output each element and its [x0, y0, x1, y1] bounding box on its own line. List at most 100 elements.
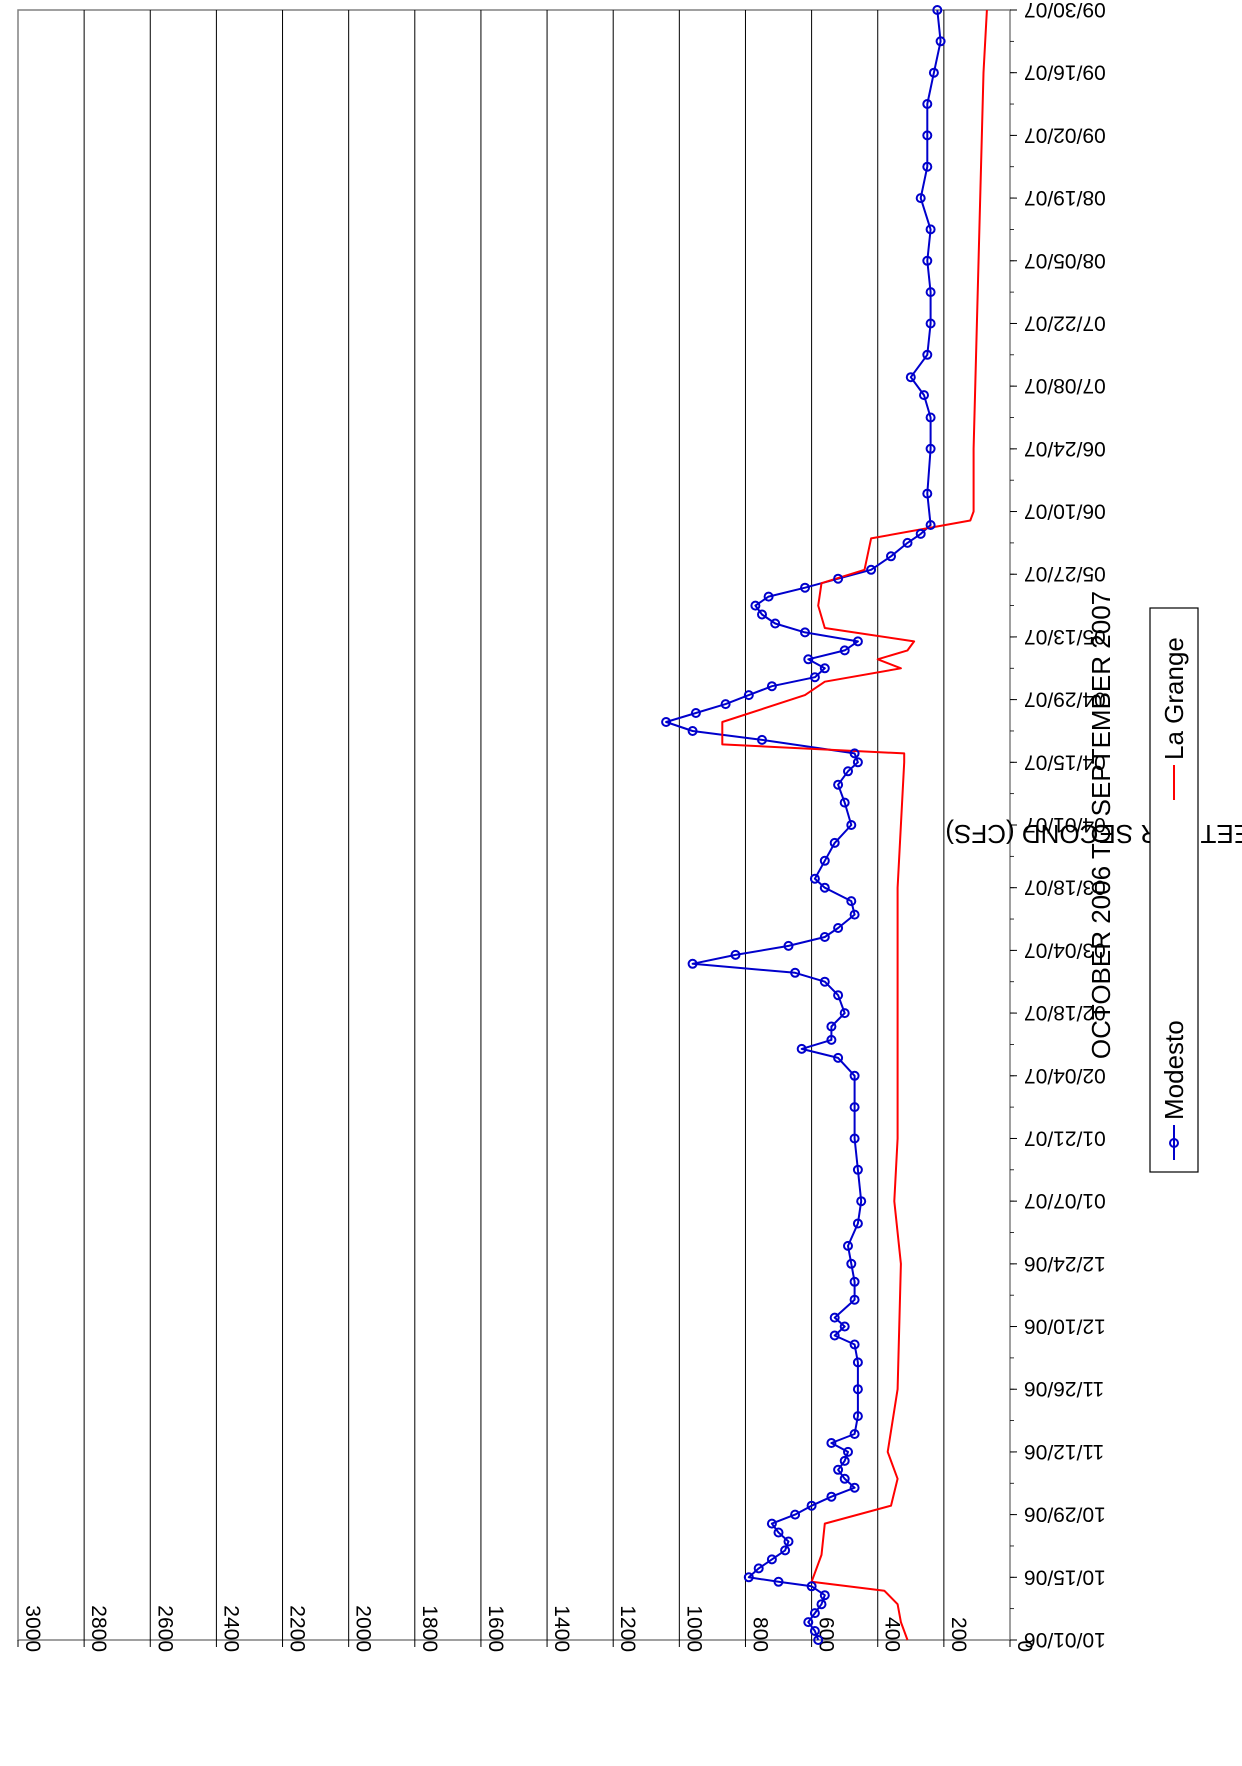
data-point-modesto	[800, 582, 810, 593]
x-tick-label: 11/26/06	[1024, 1377, 1104, 1400]
x-tick-label: 03/04/07	[1024, 938, 1106, 961]
data-point-modesto	[790, 1509, 801, 1520]
x-tick-label: 09/30/07	[1024, 0, 1106, 21]
legend-item-la-grange: La Grange	[1159, 637, 1189, 800]
data-point-modesto	[687, 726, 698, 736]
data-point-modesto	[925, 443, 936, 454]
y-tick-label: 1000	[682, 1605, 705, 1652]
data-point-modesto	[743, 690, 754, 701]
data-point-modesto	[849, 1482, 860, 1493]
data-point-modesto	[757, 734, 767, 745]
data-point-modesto	[720, 699, 731, 710]
data-point-modesto	[843, 1240, 853, 1251]
x-tick-label: 10/29/06	[1024, 1503, 1106, 1526]
data-point-modesto	[819, 932, 830, 942]
legend-label-la-grange: La Grange	[1159, 637, 1189, 760]
data-point-modesto	[839, 1455, 850, 1466]
y-tick-label: 0	[1013, 1640, 1036, 1652]
data-point-modesto	[833, 990, 844, 1001]
y-tick-label: 2000	[352, 1605, 375, 1652]
data-point-modesto	[922, 488, 933, 499]
data-point-modesto	[766, 681, 777, 692]
x-tick-label: 06/24/07	[1024, 437, 1106, 460]
data-point-modesto	[925, 287, 936, 298]
x-tick-label: 08/19/07	[1024, 186, 1106, 209]
data-point-modesto	[839, 1321, 850, 1332]
data-point-modesto	[826, 1438, 837, 1448]
data-point-modesto	[790, 967, 801, 978]
x-tick-label: 08/05/07	[1024, 249, 1106, 272]
data-point-modesto	[839, 797, 850, 808]
data-point-modesto	[935, 36, 946, 47]
data-point-modesto	[763, 591, 774, 602]
x-tick-label: 03/18/07	[1024, 876, 1106, 899]
data-point-modesto	[766, 1518, 777, 1529]
data-point-modesto	[773, 1576, 784, 1587]
data-point-modesto	[846, 896, 857, 907]
data-point-modesto	[819, 855, 830, 866]
data-point-modesto	[773, 1527, 784, 1538]
data-point-modesto	[849, 748, 860, 759]
data-point-modesto	[809, 672, 820, 683]
data-point-modesto	[839, 1473, 850, 1484]
data-point-modesto	[849, 1429, 860, 1439]
y-tick-label: 2600	[153, 1605, 176, 1652]
data-point-modesto	[852, 1357, 863, 1368]
x-tick-label: 02/04/07	[1024, 1064, 1106, 1087]
data-point-modesto	[753, 1563, 764, 1574]
y-tick-label: 2200	[286, 1605, 309, 1652]
x-tick-label: 10/15/06	[1024, 1565, 1106, 1588]
x-tick-label: 07/22/07	[1024, 311, 1106, 334]
data-point-modesto	[849, 1339, 860, 1350]
data-point-modesto	[819, 882, 830, 893]
x-tick-label: 09/16/07	[1024, 61, 1106, 84]
series-markers	[661, 5, 946, 1645]
data-point-modesto	[743, 1572, 754, 1583]
data-point-modesto	[757, 609, 767, 620]
data-point-modesto	[826, 1021, 837, 1032]
data-point-modesto	[852, 1164, 863, 1175]
x-tick-label: 12/10/06	[1024, 1315, 1106, 1338]
data-point-modesto	[905, 372, 916, 383]
data-point-modesto	[829, 837, 840, 848]
data-point-modesto	[915, 528, 926, 539]
data-point-modesto	[928, 67, 939, 78]
data-point-modesto	[922, 161, 933, 172]
data-point-modesto	[833, 779, 844, 790]
x-tick-label: 01/21/07	[1024, 1126, 1106, 1149]
data-point-modesto	[806, 1581, 817, 1592]
x-tick-label: 10/01/06	[1024, 1628, 1106, 1651]
data-point-modesto	[826, 1034, 837, 1045]
data-point-modesto	[852, 1411, 863, 1422]
data-point-modesto	[800, 627, 810, 638]
data-point-modesto	[803, 654, 814, 665]
y-tick-label: 1800	[418, 1605, 441, 1652]
legend-marker-modesto	[1169, 1138, 1179, 1148]
data-point-modesto	[902, 537, 913, 548]
date-tick-labels: 10/01/06 10/15/06 10/29/06 11/12/06 11/26/06…	[1010, 0, 1106, 1651]
data-point-modesto	[833, 1052, 844, 1063]
data-point-modesto	[843, 1446, 853, 1457]
y-tick-label: 800	[748, 1617, 771, 1652]
data-point-modesto	[819, 1590, 830, 1601]
data-point-modesto	[829, 1330, 840, 1341]
series-line-la-grange	[721, 9, 988, 1641]
data-point-modesto	[922, 130, 933, 141]
data-point-modesto	[839, 645, 850, 656]
data-point-modesto	[809, 1608, 820, 1619]
data-point-modesto	[766, 1554, 777, 1565]
x-axis-title: OCTOBER 2006 TO SEPTEMBER 2007	[1086, 591, 1116, 1059]
data-point-modesto	[819, 663, 830, 674]
data-point-modesto	[852, 636, 863, 647]
data-point-modesto	[661, 717, 672, 727]
x-tick-label: 05/13/07	[1024, 625, 1106, 648]
data-point-modesto	[849, 1294, 860, 1305]
data-point-modesto	[833, 573, 844, 584]
data-point-modesto	[687, 958, 698, 969]
data-point-modesto	[846, 1258, 857, 1269]
data-point-modesto	[922, 349, 933, 360]
data-point-modesto	[809, 873, 820, 884]
data-point-modesto	[932, 5, 943, 15]
legend-box	[1149, 607, 1199, 1173]
y-tick-label: 400	[881, 1617, 904, 1652]
